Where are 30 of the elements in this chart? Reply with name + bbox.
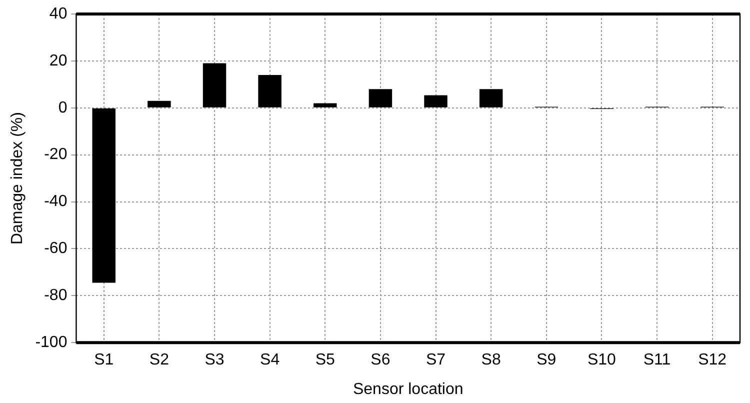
x-tick-label: S3: [204, 352, 224, 369]
x-tick-label: S12: [698, 352, 727, 369]
y-tick-label: 20: [49, 52, 68, 70]
x-tick-label: S5: [315, 352, 336, 369]
x-tick-label: S6: [370, 352, 390, 369]
bar: [202, 63, 226, 108]
y-axis-title: Damage index (%): [9, 112, 26, 245]
x-tick-label: S10: [587, 352, 616, 369]
y-tick-label: 0: [58, 99, 68, 116]
bar: [424, 95, 448, 108]
y-tick-label: -20: [44, 146, 68, 164]
x-axis-title: Sensor location: [352, 380, 464, 398]
bar: [479, 89, 503, 108]
bar: [148, 100, 171, 108]
bar: [314, 103, 337, 108]
x-tick-label: S8: [481, 352, 501, 369]
y-tick-label: -100: [35, 334, 68, 352]
bar: [92, 108, 116, 283]
x-tick-label: S2: [149, 352, 170, 369]
x-tick-label: S1: [94, 352, 114, 369]
x-tick-label: S7: [426, 352, 446, 369]
bar: [258, 75, 282, 108]
y-tick-label: -60: [44, 240, 68, 258]
x-tick-label: S4: [260, 352, 280, 369]
x-tick-label: S9: [536, 352, 556, 369]
y-tick-label: -80: [44, 287, 68, 304]
y-tick-label: -40: [44, 193, 68, 210]
y-tick-label: 40: [49, 5, 68, 22]
bar: [368, 89, 392, 108]
x-tick-label: S11: [643, 352, 671, 369]
